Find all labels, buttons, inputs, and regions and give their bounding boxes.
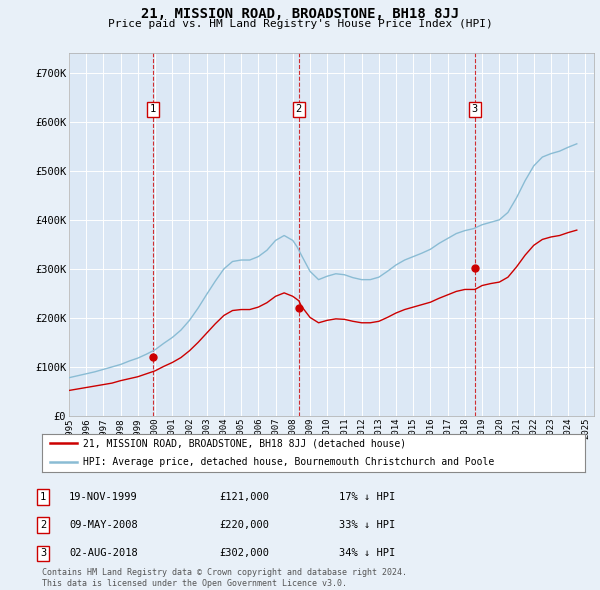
Text: 34% ↓ HPI: 34% ↓ HPI [339,549,395,558]
Text: 3: 3 [40,549,46,558]
Text: 17% ↓ HPI: 17% ↓ HPI [339,492,395,502]
Text: 19-NOV-1999: 19-NOV-1999 [69,492,138,502]
Text: 1: 1 [150,104,156,114]
Text: £302,000: £302,000 [219,549,269,558]
Text: 09-MAY-2008: 09-MAY-2008 [69,520,138,530]
Text: 02-AUG-2018: 02-AUG-2018 [69,549,138,558]
Text: 3: 3 [472,104,478,114]
Text: Contains HM Land Registry data © Crown copyright and database right 2024.
This d: Contains HM Land Registry data © Crown c… [42,568,407,588]
Text: Price paid vs. HM Land Registry's House Price Index (HPI): Price paid vs. HM Land Registry's House … [107,19,493,29]
Text: 2: 2 [40,520,46,530]
Text: £220,000: £220,000 [219,520,269,530]
Text: HPI: Average price, detached house, Bournemouth Christchurch and Poole: HPI: Average price, detached house, Bour… [83,457,494,467]
Text: 33% ↓ HPI: 33% ↓ HPI [339,520,395,530]
Text: 21, MISSION ROAD, BROADSTONE, BH18 8JJ (detached house): 21, MISSION ROAD, BROADSTONE, BH18 8JJ (… [83,438,406,448]
Text: 1: 1 [40,492,46,502]
Text: 2: 2 [296,104,302,114]
Text: 21, MISSION ROAD, BROADSTONE, BH18 8JJ: 21, MISSION ROAD, BROADSTONE, BH18 8JJ [141,7,459,21]
Text: £121,000: £121,000 [219,492,269,502]
